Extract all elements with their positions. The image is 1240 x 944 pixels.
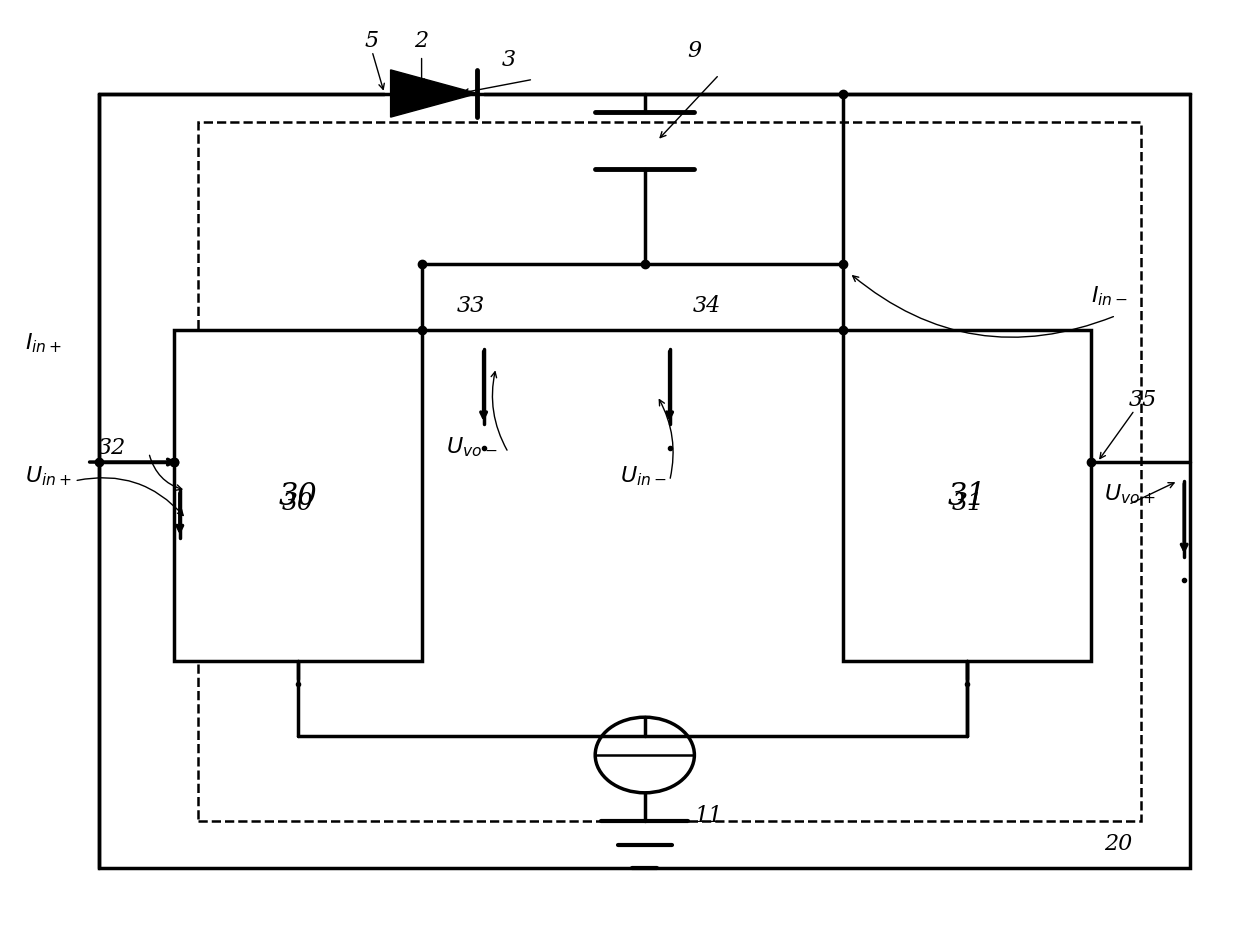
Text: 35: 35 [1128, 389, 1157, 411]
Text: 2: 2 [414, 30, 429, 52]
Text: $U_{vo-}$: $U_{vo-}$ [446, 435, 497, 459]
Text: 30: 30 [281, 492, 314, 514]
Text: $U_{in-}$: $U_{in-}$ [620, 464, 667, 487]
Bar [843, 330, 1091, 661]
Text: $U_{vo+}$: $U_{vo+}$ [1104, 482, 1154, 506]
Text: 9: 9 [687, 40, 702, 61]
Polygon shape [391, 71, 477, 118]
Text: 20: 20 [1104, 833, 1132, 854]
Text: 11: 11 [694, 804, 723, 826]
Text: 34: 34 [693, 295, 720, 316]
Text: 5: 5 [365, 30, 379, 52]
Text: $I_{in+}$: $I_{in+}$ [25, 331, 62, 355]
Bar [174, 330, 422, 661]
Text: 31: 31 [947, 480, 987, 511]
Text: 33: 33 [458, 295, 485, 316]
Text: 30: 30 [278, 480, 317, 511]
Text: $I_{in-}$: $I_{in-}$ [1091, 284, 1128, 308]
Bar [99, 94, 1190, 868]
Bar [198, 123, 1141, 821]
Text: $U_{in+}$: $U_{in+}$ [25, 464, 72, 487]
Text: 31: 31 [951, 492, 983, 514]
Text: 32: 32 [98, 436, 125, 458]
Text: 3: 3 [501, 49, 516, 71]
